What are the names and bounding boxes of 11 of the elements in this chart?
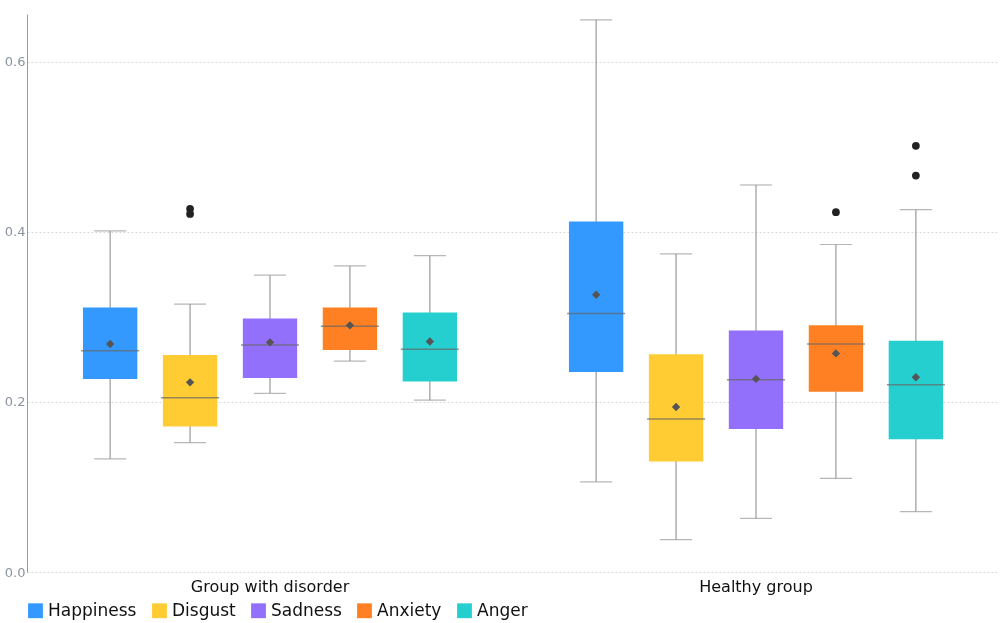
y-tick-label: 0.0 xyxy=(4,564,26,580)
legend-label: Anxiety xyxy=(377,599,442,620)
legend-label: Happiness xyxy=(48,599,137,620)
legend-label: Disgust xyxy=(172,599,237,620)
legend-label: Anger xyxy=(477,599,528,620)
legend-label: Sadness xyxy=(271,599,343,620)
x-tick-label: Healthy group xyxy=(699,576,813,596)
x-tick-label: Group with disorder xyxy=(190,576,350,596)
y-tick-label: 0.2 xyxy=(4,394,26,410)
y-tick-label: 0.4 xyxy=(4,224,26,240)
y-tick-label: 0.6 xyxy=(4,54,26,70)
